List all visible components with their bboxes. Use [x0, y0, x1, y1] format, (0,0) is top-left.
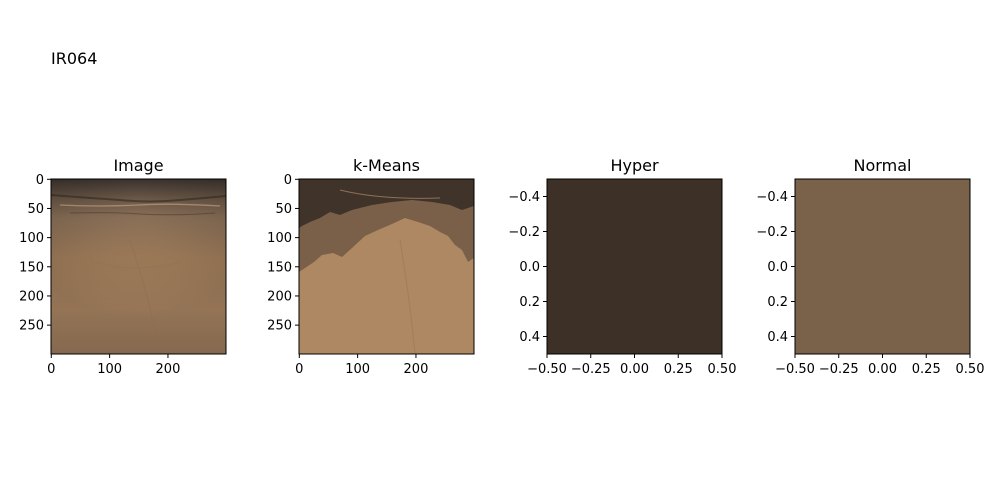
- x-tick-label: 0.25: [912, 362, 941, 377]
- figure-title: IR064: [51, 49, 97, 68]
- x-tick-label: −0.50: [527, 362, 567, 377]
- y-tick-label: 100: [19, 231, 44, 246]
- y-tick-label: 0.0: [767, 260, 788, 275]
- y-tick-label: 250: [267, 319, 292, 334]
- x-axis: −0.50 −0.25 0.00 0.25 0.50: [775, 354, 984, 377]
- y-axis: −0.4 −0.2 0.0 0.2 0.4: [756, 190, 795, 345]
- x-tick-label: −0.25: [819, 362, 859, 377]
- y-tick-label: 250: [19, 319, 44, 334]
- y-tick-label: 0: [36, 173, 44, 188]
- x-axis: 0 100 200: [295, 354, 428, 377]
- x-tick-label: −0.50: [775, 362, 815, 377]
- kmeans-image: [299, 179, 474, 354]
- x-tick-label: 0.00: [868, 362, 897, 377]
- y-tick-label: 0.4: [767, 330, 788, 345]
- x-axis: 0 100 200: [47, 354, 180, 377]
- skin-image: [51, 179, 226, 354]
- y-tick-label: −0.4: [756, 190, 788, 205]
- x-tick-label: 0: [47, 362, 55, 377]
- hyper-color-swatch: [547, 179, 722, 354]
- panel-title: Image: [113, 156, 163, 175]
- x-tick-label: 100: [345, 362, 370, 377]
- y-tick-label: 0: [284, 173, 292, 188]
- y-tick-label: 200: [267, 289, 292, 304]
- x-tick-label: 200: [404, 362, 429, 377]
- y-tick-label: 0.4: [519, 330, 540, 345]
- y-tick-label: 100: [267, 231, 292, 246]
- panel-kmeans: k-Means 0 100 200 0 50 100 150 200 250: [267, 156, 475, 377]
- x-tick-label: 0.50: [956, 362, 985, 377]
- y-axis: 0 50 100 150 200 250: [267, 173, 299, 334]
- y-tick-label: −0.2: [508, 225, 540, 240]
- x-tick-label: 0.25: [664, 362, 693, 377]
- y-tick-label: 150: [267, 260, 292, 275]
- panel-normal: Normal −0.50 −0.25 0.00 0.25 0.50 −0.4 −0.2 0.…: [756, 156, 984, 377]
- normal-color-swatch: [795, 179, 970, 354]
- y-tick-label: 0.2: [519, 295, 540, 310]
- x-tick-label: 100: [97, 362, 122, 377]
- panel-title: Hyper: [610, 156, 659, 175]
- y-axis: 0 50 100 150 200 250: [19, 173, 51, 334]
- panel-hyper: Hyper −0.50 −0.25 0.00 0.25 0.50 −0.4 −0.2 0.0…: [508, 156, 736, 377]
- y-tick-label: −0.2: [756, 225, 788, 240]
- panel-title: k-Means: [353, 156, 420, 175]
- y-tick-label: −0.4: [508, 190, 540, 205]
- x-tick-label: 0: [295, 362, 303, 377]
- y-tick-label: 50: [275, 202, 292, 217]
- x-tick-label: 0.00: [620, 362, 649, 377]
- panel-title: Normal: [854, 156, 912, 175]
- x-tick-label: 200: [156, 362, 181, 377]
- panel-image: Image 0 100 200 0 50 100 150 200 250: [19, 156, 227, 377]
- x-tick-label: 0.50: [708, 362, 737, 377]
- y-tick-label: 0.2: [767, 295, 788, 310]
- y-tick-label: 150: [19, 260, 44, 275]
- y-tick-label: 200: [19, 289, 44, 304]
- y-tick-label: 0.0: [519, 260, 540, 275]
- y-axis: −0.4 −0.2 0.0 0.2 0.4: [508, 190, 547, 345]
- x-axis: −0.50 −0.25 0.00 0.25 0.50: [527, 354, 736, 377]
- y-tick-label: 50: [27, 202, 44, 217]
- x-tick-label: −0.25: [571, 362, 611, 377]
